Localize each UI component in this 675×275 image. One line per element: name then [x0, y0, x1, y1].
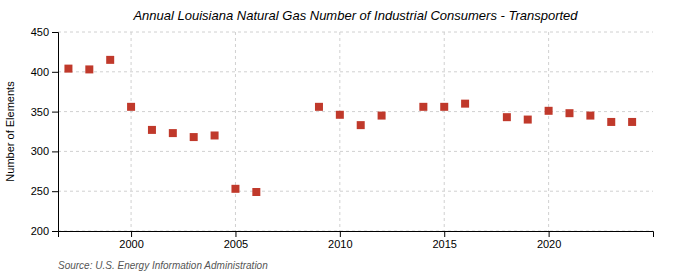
tick: 300 [31, 145, 58, 157]
tick: 2010 [328, 231, 352, 250]
tick-label: 2010 [328, 238, 352, 250]
tick-label: 2005 [224, 238, 248, 250]
points [64, 56, 636, 196]
grid-line [235, 32, 236, 231]
point [503, 113, 511, 121]
tick-label: 400 [31, 66, 49, 78]
tick: 2000 [119, 231, 143, 250]
point [252, 188, 260, 196]
tick-label: 2000 [119, 238, 143, 250]
point [461, 100, 469, 108]
tick-mark [52, 72, 58, 73]
title: Annual Louisiana Natural Gas Number of I… [132, 8, 578, 23]
chart: 2000 2005 2010 2015 2020 200 250 300 350 400 450 An… [0, 0, 675, 275]
tick-mark [235, 231, 236, 237]
tick-label: 450 [31, 26, 49, 38]
point [148, 126, 156, 134]
tick-label: 300 [31, 145, 49, 157]
point [545, 107, 553, 115]
point [85, 65, 93, 73]
tick-label: 2015 [432, 238, 456, 250]
plot-area: 2000 2005 2010 2015 2020 200 250 300 350 400 450 [31, 26, 654, 250]
tick-mark [444, 231, 445, 237]
point [169, 129, 177, 137]
tick-label: 2020 [537, 238, 561, 250]
point [524, 116, 532, 124]
point [565, 109, 573, 117]
tick-mark [52, 112, 58, 113]
tick: 400 [31, 66, 58, 78]
grid-line [548, 32, 549, 231]
grid-line [131, 32, 132, 231]
grid [58, 32, 653, 231]
point [315, 103, 323, 111]
grid-line [58, 111, 653, 112]
tick: 250 [31, 185, 58, 197]
tick-mark [52, 151, 58, 152]
tick: 2015 [432, 231, 456, 250]
tick-mark [549, 231, 550, 237]
tick-mark [52, 191, 58, 192]
tick: 2020 [537, 231, 561, 250]
point [440, 103, 448, 111]
axis-line [59, 232, 654, 238]
tick-mark [131, 231, 132, 237]
tick-label: 250 [31, 185, 49, 197]
point [357, 121, 365, 129]
point [628, 118, 636, 126]
grid-line [339, 32, 340, 231]
tick: 200 [31, 225, 58, 237]
point [211, 131, 219, 139]
grid-line [58, 151, 653, 152]
x-axis: 2000 2005 2010 2015 2020 [59, 231, 654, 250]
tick: 350 [31, 106, 58, 118]
grid-line [58, 71, 653, 72]
point [586, 112, 594, 120]
source-note: Source: U.S. Energy Information Administ… [58, 260, 268, 271]
grid-line [58, 32, 653, 33]
axis-line [52, 33, 59, 232]
point [378, 112, 386, 120]
y-axis: 200 250 300 350 400 450 [31, 26, 59, 237]
point [607, 118, 615, 126]
tick-label: 200 [31, 225, 49, 237]
point [231, 185, 239, 193]
point [64, 65, 72, 73]
tick-label: 350 [31, 106, 49, 118]
point [336, 111, 344, 119]
point [106, 56, 114, 64]
point [127, 103, 135, 111]
tick: 2005 [224, 231, 248, 250]
grid-line [444, 32, 445, 231]
grid-line [58, 191, 653, 192]
tick: 450 [31, 26, 58, 38]
point [419, 103, 427, 111]
y-axis-title: Number of Elements [4, 81, 16, 182]
tick-mark [52, 32, 58, 33]
tick-mark [340, 231, 341, 237]
point [190, 133, 198, 141]
tick-mark [52, 231, 58, 232]
